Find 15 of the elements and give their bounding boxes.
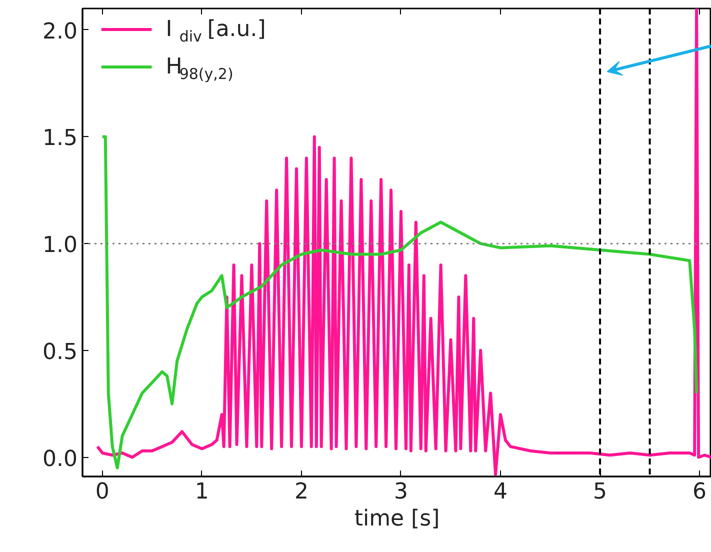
x-axis-title: time [s] xyxy=(354,506,440,532)
y-tick-label: 0.5 xyxy=(42,340,78,365)
y-tick-label: 2.0 xyxy=(42,19,78,44)
y-tick-label: 1.0 xyxy=(42,233,78,258)
x-tick-label: 6 xyxy=(692,480,707,504)
x-tick-label: 1 xyxy=(194,480,209,504)
x-tick-label: 4 xyxy=(494,480,508,504)
x-tick-label: 5 xyxy=(593,480,608,504)
line-series xyxy=(96,8,711,476)
x-tick-label: 2 xyxy=(294,480,308,504)
x-tick-label: 0 xyxy=(95,480,110,504)
y-tick-label: 0.0 xyxy=(42,446,78,472)
x-tick-label: 3 xyxy=(394,480,408,504)
line-series xyxy=(100,135,698,470)
y-tick-label: 1.5 xyxy=(42,126,78,152)
